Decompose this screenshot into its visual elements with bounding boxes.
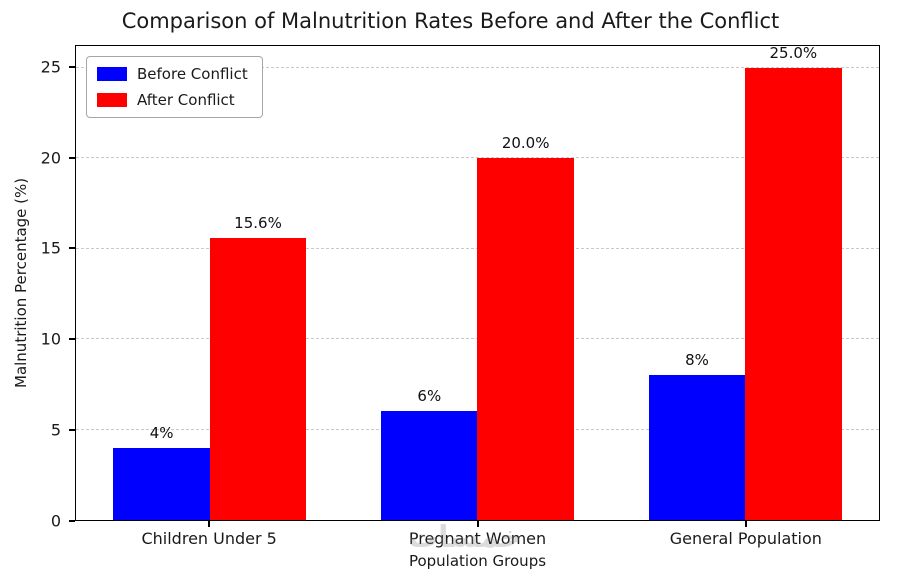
y-tick-mark <box>69 429 75 432</box>
y-tick-label: 10 <box>40 329 61 349</box>
y-tick-mark <box>69 65 75 68</box>
y-tick-mark <box>69 247 75 250</box>
legend-label-before: Before Conflict <box>137 65 248 83</box>
bar-group: 8% 25.0% <box>648 44 842 520</box>
bar-group: 4% 15.6% <box>113 46 307 520</box>
y-axis-ticks: 0 5 10 15 20 25 <box>0 45 75 531</box>
y-tick-label: 25 <box>40 57 61 77</box>
bar-after: 20.0% <box>477 134 574 520</box>
bar-group: 6% 20.0% <box>381 46 574 520</box>
bar-value-label: 4% <box>149 423 174 442</box>
bar-value-label: 25.0% <box>769 43 818 62</box>
gridline <box>76 66 879 68</box>
bar-after: 15.6% <box>209 214 307 520</box>
y-tick-mark <box>69 156 75 159</box>
bar-value-label: 6% <box>417 387 442 406</box>
x-tick-mark <box>476 521 479 527</box>
bar-value-label: 8% <box>685 351 709 370</box>
bar-before: 4% <box>113 424 210 520</box>
y-tick-label: 5 <box>50 420 61 440</box>
bar-value-label: 15.6% <box>234 213 282 232</box>
y-tick-mark <box>69 520 75 522</box>
x-tick-label: General Population <box>669 529 822 548</box>
legend-swatch-after-icon <box>97 93 127 107</box>
y-tick-mark <box>69 338 75 341</box>
bars-layer: 4% 15.6% 6% 20.0% 8% 25.0% <box>76 44 879 520</box>
y-tick-label: 0 <box>50 511 61 531</box>
bar-value-label: 20.0% <box>501 134 550 153</box>
bar-before: 8% <box>648 351 746 520</box>
plot-area: 4% 15.6% 6% 20.0% 8% 25.0% Before Conflict Af… <box>75 44 880 521</box>
chart-title: Comparison of Malnutrition Rates Before … <box>121 9 780 33</box>
x-axis-ticks: Children Under 5 Pregnant Women General Po… <box>75 521 880 555</box>
x-tick-label: Children Under 5 <box>141 529 277 548</box>
legend-label-after: After Conflict <box>137 91 235 109</box>
legend: Before Conflict After Conflict <box>86 56 263 118</box>
y-tick-label: 15 <box>40 238 61 258</box>
bar-before: 6% <box>381 387 478 520</box>
y-tick-label: 20 <box>40 148 61 168</box>
x-axis-label: Population Groups <box>408 552 547 570</box>
legend-swatch-before-icon <box>97 67 127 81</box>
x-tick-mark <box>208 521 211 527</box>
legend-entry-before: Before Conflict <box>97 65 248 83</box>
x-tick-label: Pregnant Women <box>408 529 547 548</box>
gridline <box>76 157 879 159</box>
x-tick-mark <box>744 521 747 527</box>
legend-entry-after: After Conflict <box>97 91 248 109</box>
bar-after: 25.0% <box>745 44 842 520</box>
